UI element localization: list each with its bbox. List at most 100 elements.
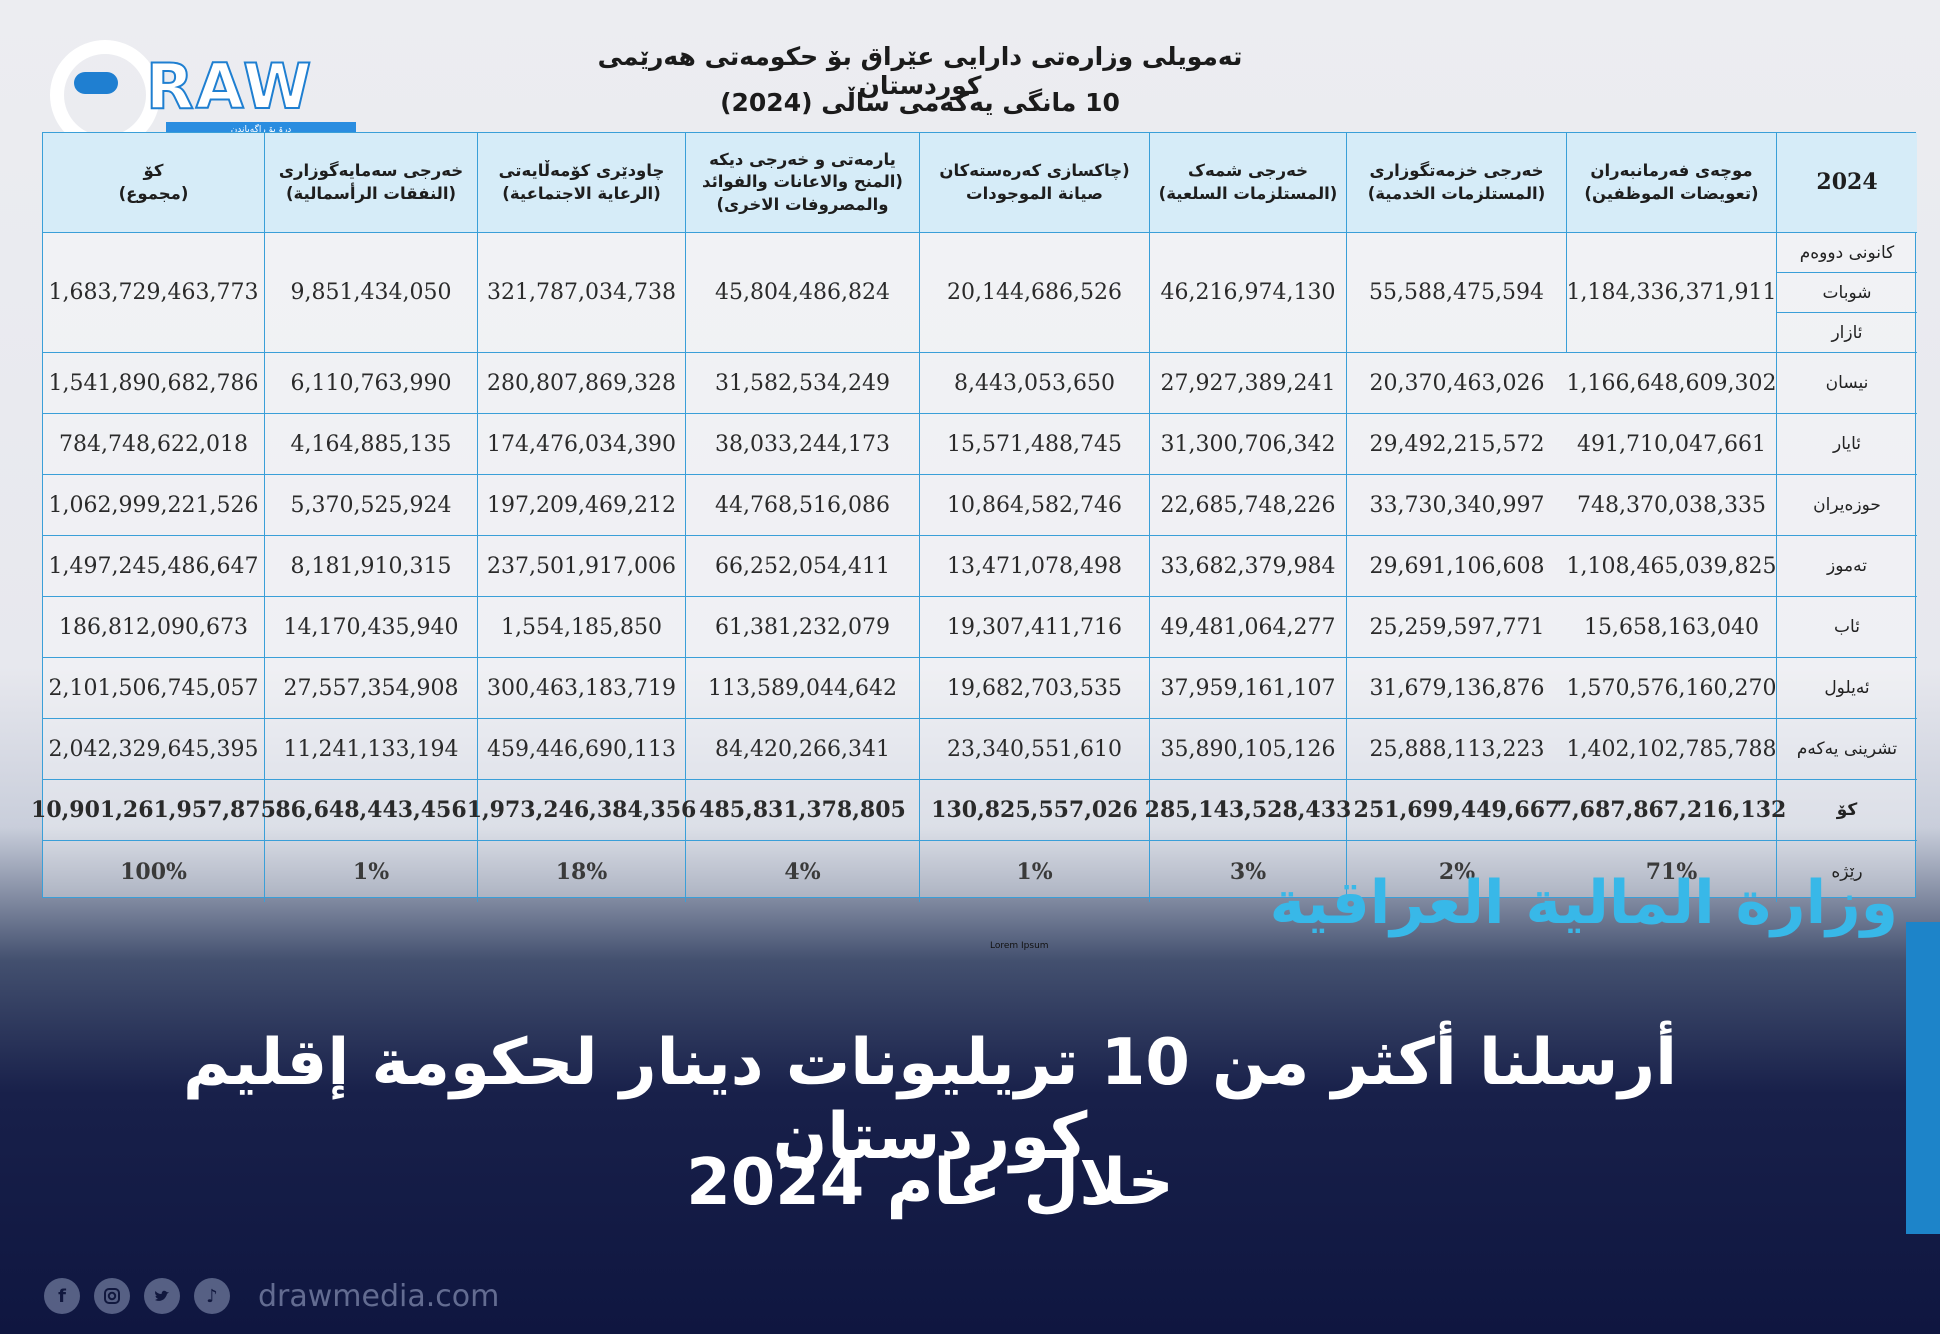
table-cell: 29,492,215,572 xyxy=(1347,414,1567,475)
table-cell: 491,710,047,661 xyxy=(1567,414,1777,475)
table-cell: 45,804,486,824 xyxy=(686,233,920,353)
table-cell: 9,851,434,050 xyxy=(265,233,478,353)
total-cell: 10,901,261,957,875 xyxy=(31,780,276,841)
table-cell: 13,471,078,498 xyxy=(920,536,1150,597)
total-cell: 285,143,528,433 xyxy=(1145,780,1351,841)
instagram-icon[interactable] xyxy=(94,1278,130,1314)
table-cell: 46,216,974,130 xyxy=(1150,233,1347,353)
table-cell: 1,570,576,160,270 xyxy=(1567,658,1777,719)
table-cell: 44,768,516,086 xyxy=(686,475,920,536)
ratio-label: رێژە xyxy=(1831,861,1863,882)
table-cell: 25,259,597,771 xyxy=(1347,597,1567,658)
table-cell: 197,209,469,212 xyxy=(478,475,686,536)
table-cell: 113,589,044,642 xyxy=(686,658,920,719)
table-cell: 1,108,465,039,825 xyxy=(1567,536,1777,597)
total-cell: 251,699,449,667 xyxy=(1347,780,1567,841)
ratio-cell: 100% xyxy=(43,841,265,902)
header-goods: خەرجی شمەک (المستلزمات السلعية) xyxy=(1150,133,1347,233)
table-cell: 29,691,106,608 xyxy=(1347,536,1567,597)
funding-table: کۆ (مجموع) خەرجی سەمایەگوزاری (النفقات ا… xyxy=(31,132,1917,902)
header-salaries: موچەی فەرمانبەران (تعويضات الموظفين) xyxy=(1567,133,1777,233)
month-label: ئاب xyxy=(1777,597,1917,658)
table-cell: 186,812,090,673 xyxy=(43,597,265,658)
table-cell: 1,554,185,850 xyxy=(478,597,686,658)
table-cell: 31,679,136,876 xyxy=(1347,658,1567,719)
ratio-cell: 1% xyxy=(265,841,478,902)
table-cell: 27,927,389,241 xyxy=(1150,353,1347,414)
table-cell: 20,370,463,026 xyxy=(1347,353,1567,414)
table-cell: 11,241,133,194 xyxy=(265,719,478,780)
total-cell: 130,825,557,026 xyxy=(920,780,1150,841)
table-cell: 321,787,034,738 xyxy=(478,233,686,353)
document-subtitle: 10 مانگی یەکەمی ساڵی (2024) xyxy=(720,88,1120,117)
table-cell: 14,170,435,940 xyxy=(265,597,478,658)
accent-bar xyxy=(1906,922,1940,1234)
month-label: تەموز xyxy=(1777,536,1917,597)
table-cell: 23,340,551,610 xyxy=(920,719,1150,780)
total-label: کۆ xyxy=(1777,780,1917,841)
table-cell: 1,497,245,486,647 xyxy=(43,536,265,597)
table-cell: 35,890,105,126 xyxy=(1150,719,1347,780)
table-cell: 20,144,686,526 xyxy=(920,233,1150,353)
table-cell: 1,062,999,221,526 xyxy=(43,475,265,536)
table-cell: 66,252,054,411 xyxy=(686,536,920,597)
table-cell: 31,582,534,249 xyxy=(686,353,920,414)
document-title: تەمویلی وزارەتی دارایی عێراق بۆ حکومەتی … xyxy=(597,42,1243,100)
header-grants: یارمەتی و خەرجی دیکە (المنح والاعانات وا… xyxy=(686,133,920,233)
month-label: حوزەیران xyxy=(1777,475,1917,536)
table-cell: 237,501,917,006 xyxy=(478,536,686,597)
total-cell: 7,687,867,216,132 xyxy=(1557,780,1786,841)
header-maintenance: (چاکسازی کەرەستەکان صيانة الموجودات xyxy=(920,133,1150,233)
headline-line-2: خلال عام 2024 xyxy=(686,1146,1174,1220)
month-label: ئەیلول xyxy=(1777,658,1917,719)
table-cell: 1,184,336,371,911 xyxy=(1567,233,1777,353)
table-cell: 1,166,648,609,302 xyxy=(1567,353,1777,414)
table-cell: 19,682,703,535 xyxy=(920,658,1150,719)
month-label: کانونی دووەم xyxy=(1777,233,1917,273)
table-cell: 22,685,748,226 xyxy=(1150,475,1347,536)
table-cell: 300,463,183,719 xyxy=(478,658,686,719)
table-cell: 280,807,869,328 xyxy=(478,353,686,414)
table-cell: 33,730,340,997 xyxy=(1347,475,1567,536)
table-cell: 25,888,113,223 xyxy=(1347,719,1567,780)
ratio-cell: 2% xyxy=(1438,858,1476,885)
ratio-cell: 4% xyxy=(686,841,920,902)
facebook-icon[interactable]: f xyxy=(44,1278,80,1314)
table-cell: 459,446,690,113 xyxy=(478,719,686,780)
logo-wordmark: RAW xyxy=(145,50,314,123)
total-cell: 86,648,443,456 xyxy=(265,780,478,841)
header-services: خەرجی خزمەتگوزاری (المستلزمات الخدمية) xyxy=(1347,133,1567,233)
header-capital: خەرجی سەمایەگوزاری (النفقات الرأسمالية) xyxy=(265,133,478,233)
table-cell: 27,557,354,908 xyxy=(265,658,478,719)
table-cell: 8,181,910,315 xyxy=(265,536,478,597)
table-cell: 8,443,053,650 xyxy=(920,353,1150,414)
ratio-cell: 3% xyxy=(1150,841,1347,902)
table-cell: 748,370,038,335 xyxy=(1567,475,1777,536)
ratio-cell: 18% xyxy=(478,841,686,902)
total-cell: 1,973,246,384,356 xyxy=(467,780,696,841)
headline-line-1: أرسلنا أكثر من 10 تريليونات دينار لحكومة… xyxy=(182,1026,1678,1174)
tiktok-icon[interactable]: ♪ xyxy=(194,1278,230,1314)
placeholder-text: Lorem Ipsum xyxy=(990,941,1049,951)
table-cell: 2,042,329,645,395 xyxy=(43,719,265,780)
table-cell: 38,033,244,173 xyxy=(686,414,920,475)
table-cell: 55,588,475,594 xyxy=(1347,233,1567,353)
table-cell: 1,683,729,463,773 xyxy=(43,233,265,353)
table-cell: 19,307,411,716 xyxy=(920,597,1150,658)
table-cell: 37,959,161,107 xyxy=(1150,658,1347,719)
header-total: کۆ (مجموع) xyxy=(43,133,265,233)
website-link[interactable]: drawmedia.com xyxy=(258,1278,500,1314)
month-label: نیسان xyxy=(1777,353,1917,414)
table-cell: 174,476,034,390 xyxy=(478,414,686,475)
table-cell: 6,110,763,990 xyxy=(265,353,478,414)
table-cell: 1,402,102,785,788 xyxy=(1567,719,1777,780)
table-cell: 5,370,525,924 xyxy=(265,475,478,536)
header-year: 2024 xyxy=(1777,133,1917,233)
footer: f ♪ drawmedia.com xyxy=(44,1278,499,1314)
table-cell: 4,164,885,135 xyxy=(265,414,478,475)
table-cell: 1,541,890,682,786 xyxy=(43,353,265,414)
month-label: ئازار xyxy=(1777,313,1917,353)
header-social-care: چاودێری کۆمەڵایەتی (الرعاية الاجتماعية) xyxy=(478,133,686,233)
twitter-icon[interactable] xyxy=(144,1278,180,1314)
ratio-cell: 71% xyxy=(1567,841,1777,902)
